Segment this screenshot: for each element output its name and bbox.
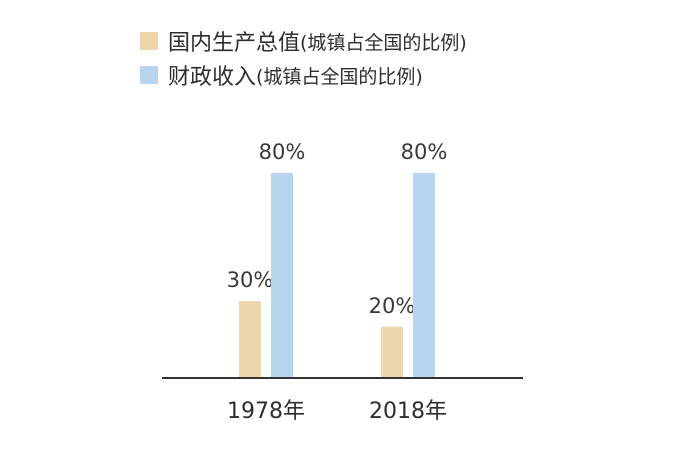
bar-gdp-2	[381, 326, 403, 378]
legend-item-gdp: 国内生产总值 (城镇占全国的比例)	[140, 24, 467, 58]
legend-label-gdp: 国内生产总值	[168, 31, 301, 56]
data-label-gdp-1: 30%	[227, 268, 274, 292]
legend-sublabel-revenue: (城镇占全国的比例)	[256, 65, 423, 88]
bar-gdp-1	[239, 301, 261, 378]
data-label-gdp-2: 20%	[369, 294, 416, 318]
bar-revenue-1	[271, 173, 293, 378]
legend-item-revenue: 财政收入 (城镇占全国的比例)	[140, 58, 467, 92]
legend-swatch-gdp	[140, 32, 158, 50]
legend: 国内生产总值 (城镇占全国的比例) 财政收入 (城镇占全国的比例)	[140, 24, 467, 92]
x-tick-label-2: 2018年	[369, 399, 447, 424]
legend-sublabel-gdp: (城镇占全国的比例)	[300, 31, 467, 54]
legend-swatch-revenue	[140, 66, 158, 84]
x-tick-label-1: 1978年	[227, 399, 305, 424]
bar-revenue-2	[413, 173, 435, 378]
data-label-revenue-1: 80%	[259, 140, 306, 164]
data-label-revenue-2: 80%	[401, 140, 448, 164]
legend-label-revenue: 财政收入	[168, 65, 257, 90]
